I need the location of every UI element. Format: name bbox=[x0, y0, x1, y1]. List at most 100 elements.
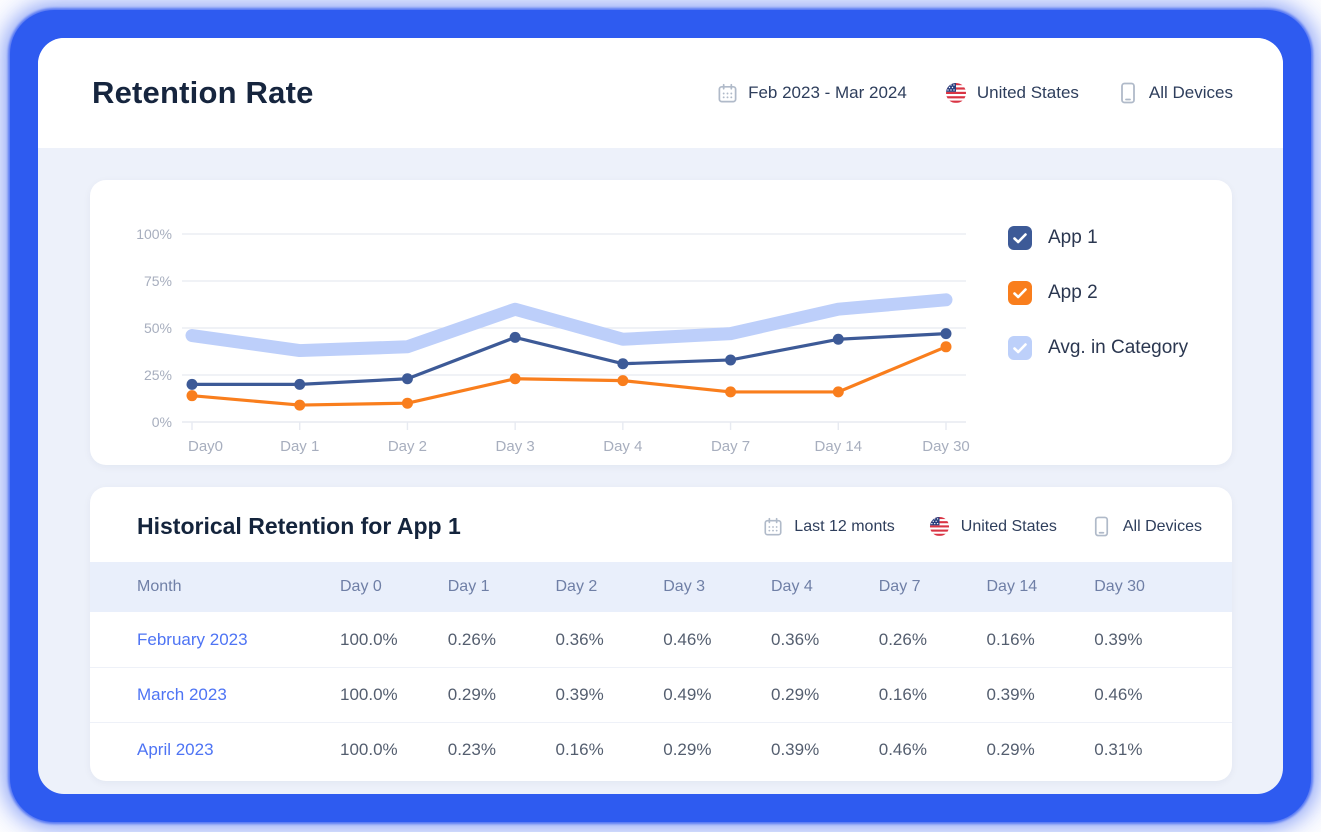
app1-checkbox[interactable] bbox=[1008, 226, 1032, 250]
column-header: Day 30 bbox=[1094, 578, 1145, 595]
y-axis-tick-label: 75% bbox=[144, 273, 172, 289]
data-point bbox=[940, 328, 952, 340]
series-line-app-2 bbox=[190, 345, 948, 407]
app-window: Retention Rate Feb 2023 - Mar 2024 bbox=[38, 38, 1283, 794]
retention-value: 0.23% bbox=[447, 740, 496, 759]
data-point bbox=[617, 375, 629, 387]
column-header: Day 2 bbox=[555, 578, 598, 595]
retention-value: 0.39% bbox=[555, 685, 604, 704]
retention-value: 100.0% bbox=[340, 740, 398, 759]
x-axis-tick-label: Day 14 bbox=[815, 438, 863, 455]
date-range-label: Feb 2023 - Mar 2024 bbox=[748, 83, 907, 102]
retention-chart-card: 0% 25% 50% 75% 100% Day0 Day 1 Day 2 Day 3 Day 4 D… bbox=[90, 180, 1232, 465]
column-header: Day 14 bbox=[986, 578, 1038, 595]
column-header: Day 3 bbox=[663, 578, 706, 595]
retention-value: 0.46% bbox=[1094, 685, 1143, 704]
retention-value: 0.39% bbox=[986, 685, 1035, 704]
table-device-label: All Devices bbox=[1122, 517, 1202, 535]
data-point bbox=[832, 333, 844, 345]
data-point bbox=[186, 378, 198, 390]
column-header: Month bbox=[137, 578, 182, 595]
calendar-icon bbox=[716, 82, 738, 104]
data-point bbox=[832, 386, 844, 398]
avg-checkbox[interactable] bbox=[1008, 336, 1032, 360]
date-range-filter[interactable]: Feb 2023 - Mar 2024 bbox=[716, 82, 907, 104]
main-content: 0% 25% 50% 75% 100% Day0 Day 1 Day 2 Day 3 Day 4 D… bbox=[38, 148, 1283, 781]
retention-value: 0.29% bbox=[663, 740, 712, 759]
table-date-filter[interactable]: Last 12 monts bbox=[762, 516, 895, 538]
table-country-filter[interactable]: United States bbox=[929, 516, 1057, 538]
table-device-filter[interactable]: All Devices bbox=[1091, 516, 1202, 538]
month-link[interactable]: February 2023 bbox=[137, 629, 248, 649]
calendar-icon bbox=[762, 516, 784, 538]
table-title: Historical Retention for App 1 bbox=[137, 513, 461, 539]
x-axis-tick-label: Day 7 bbox=[711, 438, 750, 455]
app2-checkbox[interactable] bbox=[1008, 281, 1032, 305]
y-axis-tick-label: 100% bbox=[136, 226, 172, 242]
x-axis-tick-label: Day0 bbox=[188, 438, 223, 455]
y-axis-tick-label: 50% bbox=[144, 320, 172, 336]
column-header: Day 1 bbox=[447, 578, 490, 595]
country-filter[interactable]: United States bbox=[945, 82, 1079, 104]
column-header: Day 0 bbox=[340, 578, 382, 595]
device-filter[interactable]: All Devices bbox=[1117, 82, 1233, 104]
data-point bbox=[401, 397, 413, 409]
retention-value: 0.29% bbox=[447, 685, 496, 704]
device-icon bbox=[1091, 516, 1113, 538]
retention-value: 100.0% bbox=[340, 629, 398, 649]
column-header: Day 7 bbox=[878, 578, 921, 595]
retention-value: 0.39% bbox=[771, 740, 820, 759]
us-flag-icon bbox=[929, 516, 951, 538]
retention-value: 0.26% bbox=[447, 629, 496, 649]
retention-chart: 0% 25% 50% 75% 100% Day0 Day 1 Day 2 Day 3 Day 4 D… bbox=[120, 198, 980, 455]
retention-value: 100.0% bbox=[340, 685, 398, 704]
table-row: February 2023 100.0% 0.26% 0.36% 0.46% 0.36% 0… bbox=[90, 612, 1232, 667]
y-axis-tick-label: 0% bbox=[152, 414, 172, 430]
legend-item-avg[interactable]: Avg. in Category bbox=[1008, 336, 1208, 360]
data-point bbox=[186, 390, 198, 402]
data-point bbox=[294, 378, 306, 390]
app-header: Retention Rate Feb 2023 - Mar 2024 bbox=[38, 38, 1283, 148]
x-axis-tick-label: Day 2 bbox=[388, 438, 427, 455]
table-row: March 2023 100.0% 0.29% 0.39% 0.49% 0.29% 0.16… bbox=[90, 667, 1232, 722]
month-link[interactable]: April 2023 bbox=[137, 740, 214, 759]
retention-value: 0.49% bbox=[663, 685, 712, 704]
table-filters: Last 12 monts bbox=[762, 516, 1202, 538]
retention-value: 0.39% bbox=[1094, 629, 1143, 649]
retention-line-chart: 0% 25% 50% 75% 100% Day0 Day 1 Day 2 Day 3 Day 4 D… bbox=[136, 226, 970, 455]
table-column-headers: Month Day 0 Day 1 Day 2 Day 3 Day 4 Day 7 Day 1… bbox=[90, 562, 1232, 612]
table-country-label: United States bbox=[960, 517, 1057, 535]
retention-value: 0.29% bbox=[771, 685, 820, 704]
retention-value: 0.26% bbox=[878, 629, 927, 649]
data-point bbox=[509, 373, 521, 385]
retention-value: 0.46% bbox=[878, 740, 927, 759]
table-row: April 2023 100.0% 0.23% 0.16% 0.29% 0.39% 0.46… bbox=[90, 722, 1232, 777]
x-axis-tick-label: Day 3 bbox=[496, 438, 535, 455]
data-point bbox=[725, 354, 737, 366]
legend-item-app1[interactable]: App 1 bbox=[1008, 226, 1208, 250]
table-date-label: Last 12 monts bbox=[794, 517, 895, 535]
retention-value: 0.36% bbox=[555, 629, 604, 649]
retention-value: 0.16% bbox=[986, 629, 1035, 649]
device-icon bbox=[1117, 82, 1139, 104]
legend-item-app2[interactable]: App 2 bbox=[1008, 281, 1208, 305]
month-link[interactable]: March 2023 bbox=[137, 685, 227, 704]
table-body: February 2023 100.0% 0.26% 0.36% 0.46% 0.36% 0… bbox=[90, 612, 1232, 777]
device-label: All Devices bbox=[1148, 83, 1233, 102]
retention-value: 0.36% bbox=[771, 629, 820, 649]
x-axis-tick-label: Day 4 bbox=[603, 438, 642, 455]
page-title: Retention Rate bbox=[92, 75, 314, 110]
retention-value: 0.29% bbox=[986, 740, 1035, 759]
retention-value: 0.31% bbox=[1094, 740, 1143, 759]
data-point bbox=[617, 358, 629, 370]
data-point bbox=[725, 386, 737, 398]
country-label: United States bbox=[976, 83, 1079, 102]
table-header-row: Historical Retention for App 1 bbox=[90, 487, 1232, 562]
data-point bbox=[294, 399, 306, 411]
column-header: Day 4 bbox=[771, 578, 813, 595]
series-line-app-1 bbox=[190, 332, 948, 386]
header-filters: Feb 2023 - Mar 2024 bbox=[716, 82, 1233, 104]
legend-label: App 1 bbox=[1048, 227, 1098, 248]
x-axis-tick-label: Day 1 bbox=[280, 438, 319, 455]
y-axis-tick-label: 25% bbox=[144, 367, 172, 383]
